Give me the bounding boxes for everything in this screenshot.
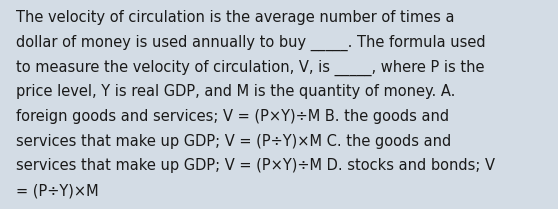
Text: = (P÷Y)×M: = (P÷Y)×M [16,183,98,198]
Text: services that make up GDP; V = (P×Y)÷M D. stocks and bonds; V: services that make up GDP; V = (P×Y)÷M D… [16,158,494,173]
Text: dollar of money is used annually to buy _____. The formula used: dollar of money is used annually to buy … [16,35,485,51]
Text: foreign goods and services; V = (P×Y)÷M B. the goods and: foreign goods and services; V = (P×Y)÷M … [16,109,449,124]
Text: services that make up GDP; V = (P÷Y)×M C. the goods and: services that make up GDP; V = (P÷Y)×M C… [16,134,451,149]
Text: The velocity of circulation is the average number of times a: The velocity of circulation is the avera… [16,10,454,25]
Text: to measure the velocity of circulation, V, is _____, where P is the: to measure the velocity of circulation, … [16,60,484,76]
Text: price level, Y is real GDP, and M is the quantity of money. A.: price level, Y is real GDP, and M is the… [16,84,455,99]
